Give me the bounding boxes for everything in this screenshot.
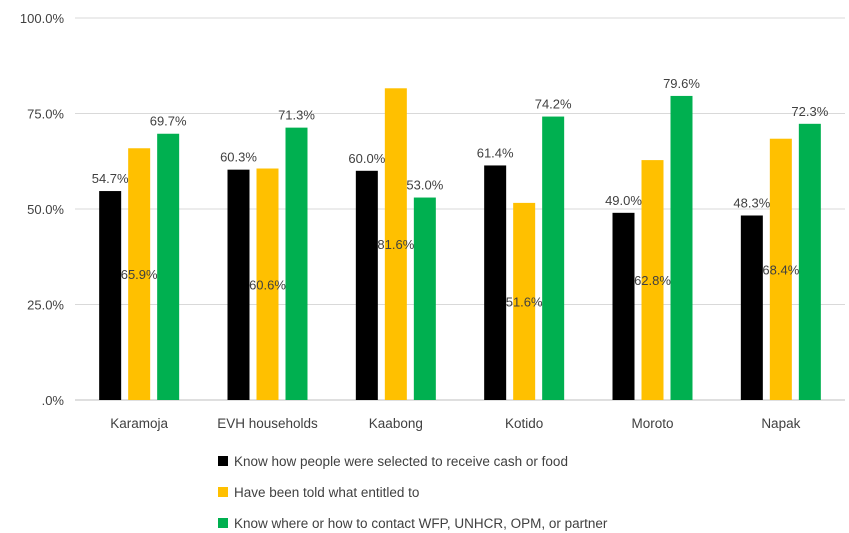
bar bbox=[384, 88, 407, 401]
data-label: 65.9% bbox=[121, 267, 158, 282]
data-label: 60.0% bbox=[348, 151, 385, 166]
bar bbox=[484, 165, 507, 400]
data-label: 49.0% bbox=[605, 193, 642, 208]
x-category-label: Moroto bbox=[631, 416, 673, 431]
bar bbox=[798, 123, 821, 401]
x-category-label: Napak bbox=[761, 416, 800, 431]
bar bbox=[355, 170, 378, 400]
bar bbox=[413, 197, 436, 400]
bars bbox=[99, 88, 821, 401]
y-tick-label: 100.0% bbox=[20, 11, 65, 26]
y-tick-label: .0% bbox=[42, 393, 65, 408]
bar bbox=[740, 215, 763, 400]
data-label: 62.8% bbox=[634, 273, 671, 288]
y-axis-ticks: .0% 25.0% 50.0% 75.0% 100.0% bbox=[20, 11, 65, 408]
data-label: 81.6% bbox=[377, 237, 414, 252]
bar bbox=[227, 169, 250, 400]
data-labels: 54.7% 65.9% 69.7% 60.3% 60.6% 71.3% 60.0% 81.6%… bbox=[92, 76, 829, 310]
x-category-label: EVH households bbox=[217, 416, 318, 431]
bar bbox=[612, 212, 635, 400]
bar bbox=[128, 148, 151, 400]
data-label: 61.4% bbox=[477, 145, 514, 160]
legend-label: Have been told what entitled to bbox=[234, 485, 419, 500]
data-label: 71.3% bbox=[278, 108, 315, 123]
y-tick-label: 50.0% bbox=[27, 202, 64, 217]
legend-label: Know where or how to contact WFP, UNHCR,… bbox=[234, 516, 608, 531]
data-label: 69.7% bbox=[150, 114, 187, 129]
y-tick-label: 75.0% bbox=[27, 107, 64, 122]
bar bbox=[542, 116, 565, 400]
data-label: 53.0% bbox=[406, 178, 443, 193]
gridlines bbox=[75, 17, 845, 401]
y-tick-label: 25.0% bbox=[27, 298, 64, 313]
x-axis-categories: Karamoja EVH households Kaabong Kotido Morot… bbox=[110, 416, 800, 431]
x-category-label: Kaabong bbox=[369, 416, 423, 431]
bar bbox=[285, 127, 308, 400]
x-category-label: Karamoja bbox=[110, 416, 168, 431]
legend-swatch bbox=[218, 487, 228, 497]
data-label: 72.3% bbox=[791, 104, 828, 119]
legend-swatch bbox=[218, 518, 228, 528]
bar bbox=[157, 133, 180, 400]
data-label: 48.3% bbox=[733, 195, 770, 210]
bar bbox=[769, 138, 792, 400]
data-label: 60.3% bbox=[220, 150, 257, 165]
legend-swatch bbox=[218, 456, 228, 466]
bar bbox=[641, 160, 664, 400]
data-label: 54.7% bbox=[92, 171, 129, 186]
data-label: 60.6% bbox=[249, 277, 286, 292]
bar bbox=[256, 168, 279, 400]
legend: Know how people were selected to receive… bbox=[218, 454, 608, 531]
bar bbox=[513, 202, 536, 400]
data-label: 51.6% bbox=[506, 294, 543, 309]
data-label: 74.2% bbox=[535, 97, 572, 112]
x-category-label: Kotido bbox=[505, 416, 543, 431]
data-label: 68.4% bbox=[762, 262, 799, 277]
bar bbox=[670, 95, 693, 400]
data-label: 79.6% bbox=[663, 76, 700, 91]
bar bbox=[99, 191, 122, 400]
legend-label: Know how people were selected to receive… bbox=[234, 454, 568, 469]
